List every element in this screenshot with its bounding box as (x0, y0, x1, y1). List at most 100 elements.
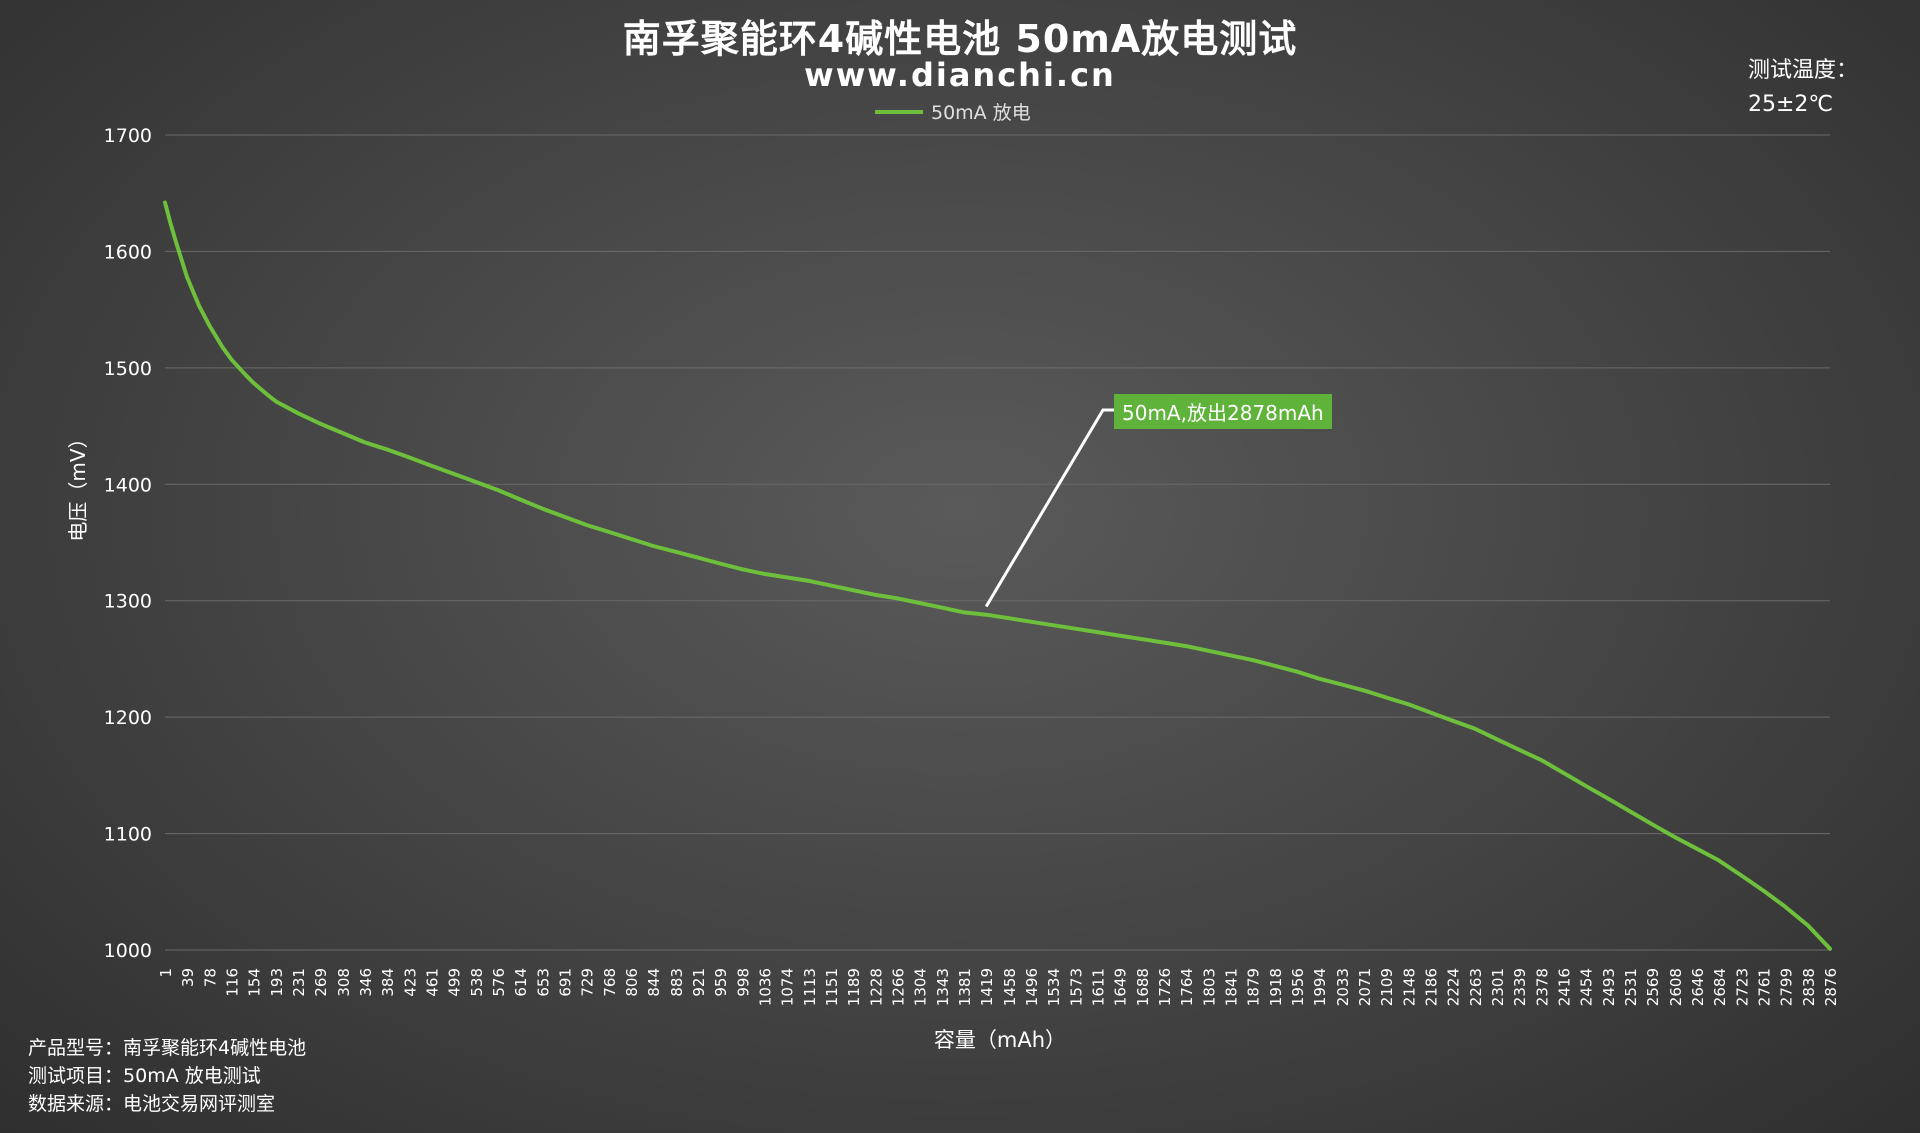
x-tick-label: 384 (379, 968, 397, 997)
x-tick-label: 1879 (1245, 968, 1263, 1006)
legend-swatch (875, 109, 923, 114)
x-tick-label: 2684 (1711, 968, 1729, 1006)
series-line (163, 200, 1832, 951)
annotation-leader-line (984, 408, 1114, 608)
legend-label: 50mA 放电 (931, 102, 1031, 124)
x-tick-label: 768 (601, 968, 619, 997)
x-tick-label: 1803 (1201, 968, 1219, 1006)
x-tick-label: 2148 (1400, 968, 1418, 1006)
x-tick-label: 1074 (778, 968, 796, 1006)
x-tick-label: 2876 (1822, 968, 1840, 1006)
x-tick-label: 1189 (845, 968, 863, 1006)
x-tick-label: 1994 (1311, 968, 1329, 1006)
footer-model: 产品型号： 南孚聚能环4碱性电池 (28, 1034, 306, 1062)
x-tick-label: 1534 (1045, 968, 1063, 1006)
x-tick-label: 2071 (1356, 968, 1374, 1006)
y-tick-label: 1300 (104, 591, 152, 613)
x-tick-label: 1458 (1001, 968, 1019, 1006)
x-tick-label: 1419 (978, 968, 996, 1006)
y-tick-label: 1000 (104, 940, 152, 962)
x-tick-label: 2608 (1667, 968, 1685, 1006)
y-tick-label: 1500 (104, 358, 152, 380)
temperature-value: 25±2℃ (1748, 92, 1834, 117)
x-tick-label: 2761 (1755, 968, 1773, 1006)
x-tick-label: 653 (535, 968, 553, 997)
x-tick-label: 193 (268, 968, 286, 997)
temperature-label: 测试温度： (1748, 58, 1859, 83)
x-tick-label: 1841 (1223, 968, 1241, 1006)
x-tick-label: 2531 (1622, 968, 1640, 1006)
footer-item-value: 50mA 放电测试 (123, 1065, 261, 1087)
x-tick-label: 844 (645, 968, 663, 997)
x-tick-label: 154 (246, 968, 264, 997)
x-tick-label: 1573 (1067, 968, 1085, 1006)
x-tick-label: 1266 (890, 968, 908, 1006)
footer-model-label: 产品型号： (28, 1037, 124, 1059)
footer-item-label: 测试项目： (28, 1065, 124, 1087)
x-tick-label: 1381 (956, 968, 974, 1006)
x-tick-label: 346 (357, 968, 375, 997)
x-tick-label: 1649 (1111, 968, 1129, 1006)
x-tick-label: 231 (290, 968, 308, 997)
x-tick-label: 1228 (868, 968, 886, 1006)
legend: 50mA 放电 (875, 98, 1031, 125)
annotation-label: 50mA,放出2878mAh (1114, 394, 1332, 429)
x-tick-label: 1 (157, 968, 175, 978)
footer-item: 测试项目： 50mA 放电测试 (28, 1062, 306, 1090)
chart-title: 南孚聚能环4碱性电池 50mA放电测试 (622, 17, 1298, 61)
x-tick-label: 2263 (1467, 968, 1485, 1006)
x-tick-label: 576 (490, 968, 508, 997)
x-tick-label: 614 (512, 968, 530, 997)
y-tick-label: 1200 (104, 707, 152, 729)
x-tick-label: 2723 (1733, 968, 1751, 1006)
x-tick-label: 729 (579, 968, 597, 997)
x-tick-label: 499 (445, 968, 463, 997)
chart-subtitle: www.dianchi.cn (804, 56, 1116, 94)
x-tick-label: 2646 (1689, 968, 1707, 1006)
x-tick-label: 116 (224, 968, 242, 997)
y-tick-label: 1400 (104, 474, 152, 496)
x-tick-label: 2454 (1578, 968, 1596, 1006)
temperature-note: 测试温度： 25±2℃ (1748, 54, 1858, 122)
x-tick-label: 308 (335, 968, 353, 997)
x-tick-label: 423 (401, 968, 419, 997)
y-tick-label: 1100 (104, 824, 152, 846)
footer-source-label: 数据来源： (28, 1093, 124, 1115)
x-tick-label: 1113 (801, 968, 819, 1006)
x-tick-label: 1343 (934, 968, 952, 1006)
x-tick-label: 269 (312, 968, 330, 997)
x-tick-label: 1611 (1089, 968, 1107, 1006)
x-tick-label: 39 (179, 968, 197, 987)
x-tick-label: 1688 (1134, 968, 1152, 1006)
x-tick-label: 1956 (1289, 968, 1307, 1006)
x-tick-label: 2301 (1489, 968, 1507, 1006)
x-tick-label: 1036 (756, 968, 774, 1006)
x-tick-label: 2224 (1444, 968, 1462, 1006)
x-tick-label: 883 (668, 968, 686, 997)
x-tick-label: 538 (468, 968, 486, 997)
x-tick-label: 2378 (1534, 968, 1552, 1006)
x-tick-label: 1151 (823, 968, 841, 1006)
footer-source: 数据来源： 电池交易网评测室 (28, 1090, 306, 1118)
x-tick-label: 2339 (1511, 968, 1529, 1006)
y-tick-label: 1700 (104, 125, 152, 147)
x-tick-label: 1304 (912, 968, 930, 1006)
x-tick-label: 78 (202, 968, 220, 987)
x-tick-label: 2416 (1556, 968, 1574, 1006)
x-tick-label: 2799 (1777, 968, 1795, 1006)
x-tick-label: 2569 (1644, 968, 1662, 1006)
x-tick-label: 2033 (1334, 968, 1352, 1006)
x-tick-label: 2109 (1378, 968, 1396, 1006)
x-tick-label: 691 (557, 968, 575, 997)
footer-info: 产品型号： 南孚聚能环4碱性电池 测试项目： 50mA 放电测试 数据来源： 电… (28, 1034, 306, 1118)
y-tick-label: 1600 (104, 241, 152, 263)
y-axis-label: 电压（mV） (66, 428, 90, 542)
x-tick-label: 1918 (1267, 968, 1285, 1006)
x-tick-label: 2493 (1600, 968, 1618, 1006)
x-tick-label: 2186 (1422, 968, 1440, 1006)
footer-model-value: 南孚聚能环4碱性电池 (123, 1037, 307, 1059)
x-tick-label: 998 (734, 968, 752, 997)
x-tick-label: 461 (423, 968, 441, 997)
x-tick-label: 1726 (1156, 968, 1174, 1006)
